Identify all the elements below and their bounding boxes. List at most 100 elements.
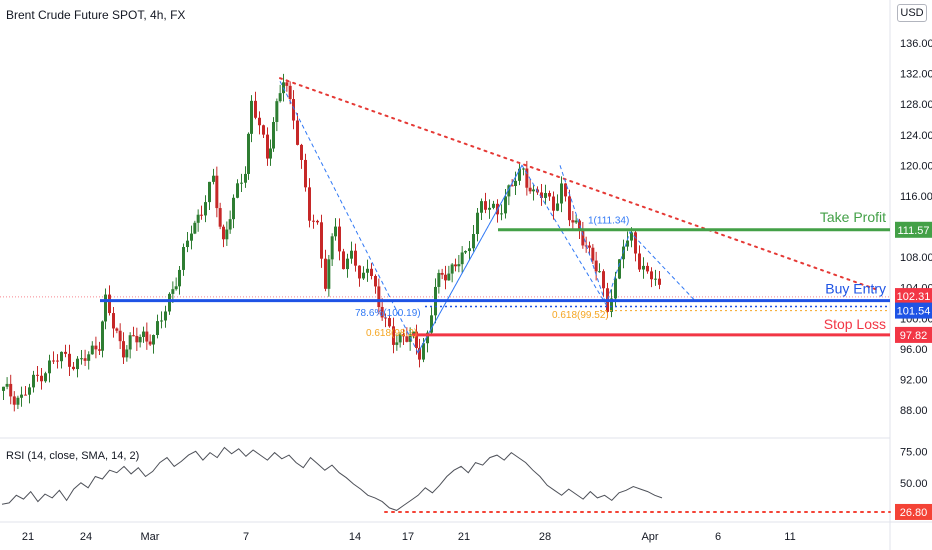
candle-body	[190, 233, 193, 241]
candle-body	[488, 207, 491, 210]
y-tick-label: 108.00	[900, 252, 932, 264]
candle-body	[484, 201, 487, 210]
y-tick-label: 128.00	[900, 99, 932, 111]
candle-body	[370, 268, 373, 276]
y-tick-label: 92.00	[900, 374, 928, 386]
candle-body	[304, 159, 307, 188]
blue-dotted-tag-bg	[895, 302, 932, 319]
candle-body	[324, 258, 327, 289]
candle-body	[571, 220, 575, 223]
y-tick-label: 116.00	[900, 191, 932, 203]
candle-body	[642, 265, 645, 270]
candle-body	[68, 353, 71, 367]
candle-body	[654, 278, 657, 280]
candle-body	[646, 265, 649, 272]
candle-body	[426, 332, 429, 344]
candle-body	[98, 349, 101, 351]
candle-body	[392, 326, 395, 345]
candle-body	[101, 321, 104, 351]
candle-body	[104, 294, 107, 322]
candle-body	[247, 133, 250, 174]
candle-body	[327, 259, 331, 289]
candle-body	[178, 269, 181, 287]
candle-body	[80, 358, 83, 360]
candle-body	[618, 259, 621, 279]
candle-body	[540, 192, 543, 198]
currency-button[interactable]: USD	[897, 4, 927, 22]
candle-body	[532, 189, 535, 192]
candle-body	[412, 331, 415, 335]
candle-body	[578, 220, 581, 230]
candle-body	[638, 253, 641, 270]
candle-body	[402, 334, 405, 337]
candle-body	[196, 214, 200, 223]
candle-body	[552, 196, 555, 211]
candle-body	[568, 196, 571, 221]
candle-body	[460, 252, 464, 265]
candle-body	[447, 273, 451, 281]
candle-body	[87, 354, 91, 361]
take-profit-tag-bg	[895, 221, 932, 238]
candle-body	[288, 85, 292, 100]
candle-body	[32, 374, 35, 388]
candle-body	[236, 183, 239, 198]
rsi-level-tag-bg	[895, 503, 932, 520]
candle-body	[525, 168, 529, 188]
candle-body	[20, 394, 23, 398]
candle-body	[212, 175, 215, 182]
candle-body	[418, 347, 421, 360]
candle-body	[258, 117, 261, 126]
take-profit-tag: 111.57	[897, 225, 929, 237]
x-tick-label: 24	[80, 531, 92, 543]
candle-body	[300, 144, 303, 160]
candle-body	[292, 99, 295, 121]
candle-body	[514, 180, 517, 186]
candle-body	[522, 168, 525, 170]
candle-body	[380, 307, 384, 318]
candle-body	[52, 360, 55, 362]
candle-body	[182, 247, 185, 270]
candle-body	[556, 203, 559, 211]
candle-body	[240, 182, 243, 184]
candle-body	[377, 286, 381, 308]
x-tick-label: 7	[243, 531, 249, 543]
candle-body	[454, 264, 457, 267]
candle-body	[548, 193, 551, 197]
candle-body	[72, 366, 75, 370]
candle-body	[44, 373, 47, 382]
candle-body	[650, 271, 653, 280]
candle-body	[262, 125, 265, 135]
candle-body	[398, 334, 402, 343]
x-tick-label: 11	[784, 531, 795, 543]
candle-body	[132, 335, 135, 337]
candle-body	[269, 148, 272, 159]
candle-body	[630, 232, 633, 241]
candle-body	[334, 226, 337, 237]
candle-body	[614, 278, 617, 299]
candle-body	[160, 320, 163, 322]
buy-entry-tag: 102.31	[897, 291, 931, 303]
candle-body	[468, 248, 471, 252]
harmonic-leg	[417, 165, 523, 353]
candle-body	[384, 317, 387, 319]
candle-body	[266, 134, 269, 159]
x-tick-label: 17	[402, 531, 414, 543]
candle-body	[395, 342, 399, 345]
candle-body	[504, 196, 507, 214]
candle-body	[581, 229, 585, 246]
candle-body	[145, 331, 149, 342]
candle-body	[374, 275, 377, 287]
candle-body	[164, 311, 167, 321]
buy-entry-tag-bg	[895, 288, 932, 305]
stop-loss-tag-bg	[895, 326, 932, 343]
candle-body	[28, 387, 31, 395]
candle-body	[250, 100, 253, 134]
y-tick-label: 88.00	[900, 405, 928, 417]
take-profit-label: Take Profit	[820, 209, 886, 225]
candle-body	[12, 396, 16, 405]
candle-body	[138, 336, 142, 343]
candle-body	[171, 289, 175, 294]
candle-body	[330, 236, 334, 260]
candle-body	[225, 229, 229, 240]
